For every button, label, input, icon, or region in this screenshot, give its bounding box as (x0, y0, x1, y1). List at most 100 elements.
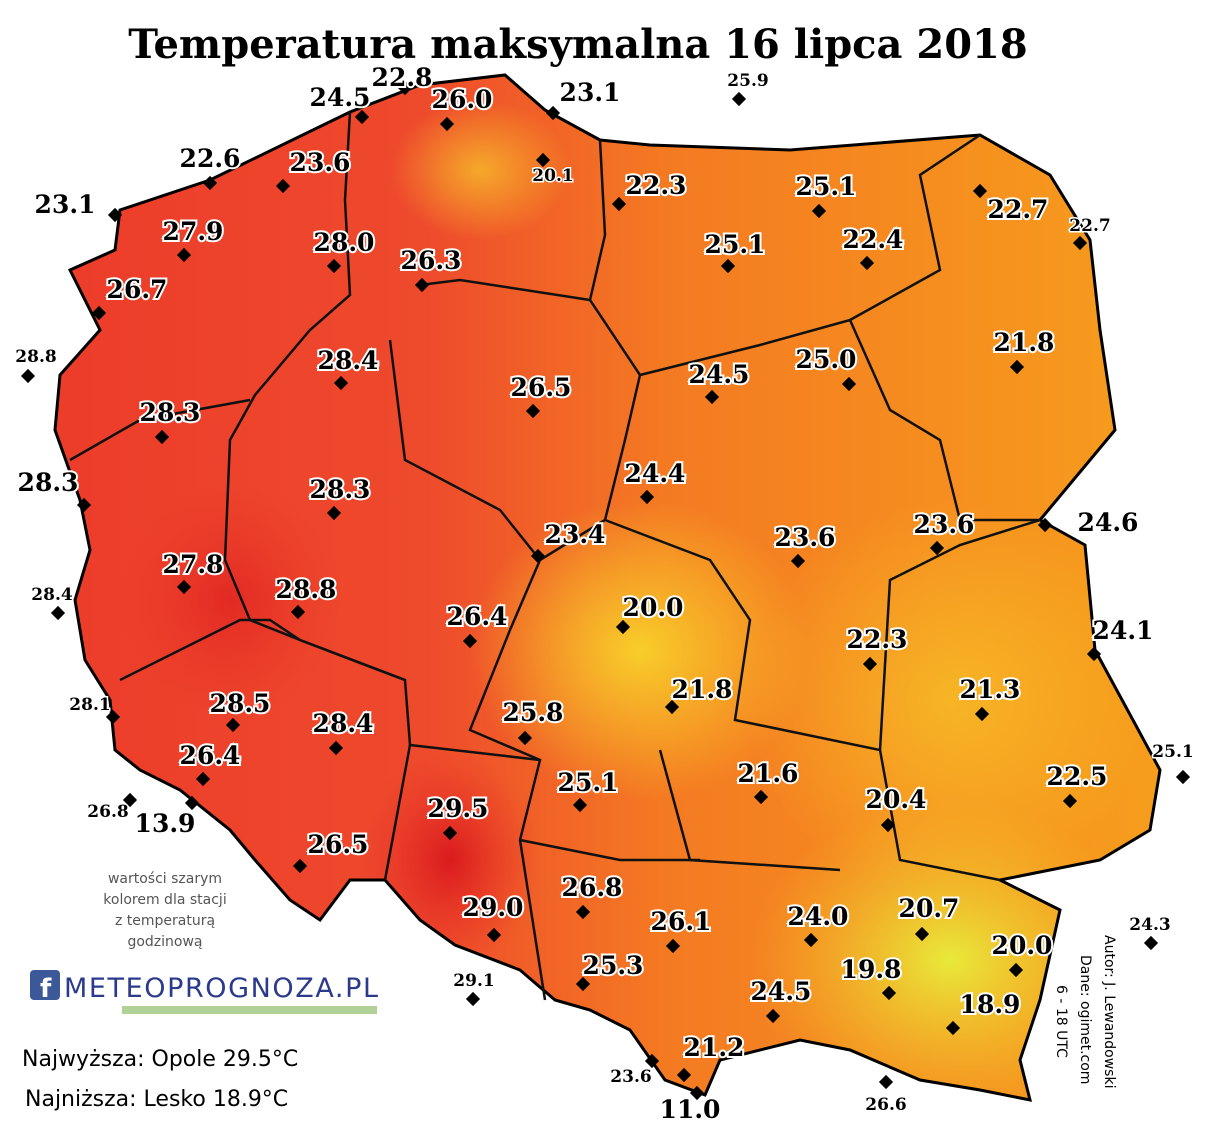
station-value: 28.4 (313, 709, 374, 738)
station-marker (354, 109, 370, 125)
station-value: 28.8 (15, 347, 56, 367)
station-marker (486, 927, 502, 943)
station-marker (76, 497, 92, 513)
logo: f METEOPROGNOZA.PL (30, 970, 378, 1014)
station-value: 22.5 (1047, 762, 1108, 791)
station-marker (862, 656, 878, 672)
station-value: 28.1 (69, 695, 110, 715)
station-value: 26.8 (562, 873, 623, 902)
station-marker (665, 938, 681, 954)
credit-line: Autor: J. Lewandowski (1101, 935, 1117, 1088)
note-line: wartości szarym (108, 871, 222, 887)
station-value: 25.1 (1152, 742, 1193, 762)
station-marker (154, 429, 170, 445)
note: wartości szarym kolorem dla stacji z tem… (103, 871, 226, 950)
station-value: 22.6 (180, 144, 241, 173)
note-line: kolorem dla stacji (103, 892, 226, 908)
station-marker (122, 792, 138, 808)
station-marker (704, 389, 720, 405)
station-value: 28.3 (18, 468, 79, 497)
station-marker (803, 932, 819, 948)
station-marker (1175, 769, 1191, 785)
station-value: 19.8 (841, 955, 902, 984)
station-marker (465, 991, 481, 1007)
station-value: 24.3 (1129, 915, 1170, 935)
station-value: 25.8 (503, 698, 564, 727)
station-marker (878, 1074, 894, 1090)
station-marker (202, 175, 218, 191)
station-marker (292, 858, 308, 874)
station-value: 28.4 (318, 346, 379, 375)
station-marker (676, 1067, 692, 1083)
station-value: 25.1 (558, 768, 619, 797)
station-value: 28.4 (31, 585, 73, 605)
min-temp: Najniższa: Lesko 18.9°C (25, 1087, 288, 1112)
station-value: 22.7 (988, 195, 1049, 224)
station-marker (765, 1008, 781, 1024)
station-value: 21.8 (994, 328, 1055, 357)
station-marker (881, 985, 897, 1001)
station-marker (105, 709, 121, 725)
station-value: 29.5 (428, 794, 489, 823)
stations: 24.522.826.0 23.1 25.922.6 23.623.120.1 22.3… (14, 61, 1195, 1126)
station-value: 23.6 (775, 523, 836, 552)
station-marker (720, 258, 736, 274)
station-value: 21.6 (738, 759, 799, 788)
station-marker (225, 717, 241, 733)
station-value: 26.3 (401, 246, 462, 275)
station-value: 24.5 (751, 977, 812, 1006)
station-value: 23.6 (290, 148, 351, 177)
credits: Autor: J. Lewandowski Dane: ogimet.com 6… (1053, 935, 1117, 1088)
station-value: 13.9 (135, 809, 196, 838)
station-value: 26.7 (107, 275, 168, 304)
facebook-icon (30, 970, 60, 1000)
station-marker (575, 904, 591, 920)
station-value: 26.0 (432, 85, 493, 114)
facebook-f: f (40, 974, 52, 1004)
station-value: 23.1 (35, 190, 96, 219)
station-value: 20.1 (532, 166, 573, 186)
station-marker (525, 403, 541, 419)
station-value: 26.4 (447, 602, 508, 631)
station-value: 27.9 (163, 217, 224, 246)
credit-line: 6 - 18 UTC (1053, 985, 1069, 1058)
station-marker (929, 540, 945, 556)
station-marker (790, 553, 806, 569)
station-marker (545, 105, 561, 121)
station-value: 20.4 (866, 785, 927, 814)
station-marker (397, 80, 413, 96)
station-marker (972, 183, 988, 199)
station-value: 20.0 (623, 593, 684, 622)
station-marker (1009, 359, 1025, 375)
station-marker (1086, 646, 1102, 662)
station-value: 23.6 (914, 510, 975, 539)
station-marker (841, 376, 857, 392)
station-marker (275, 178, 291, 194)
station-marker (615, 619, 631, 635)
station-value: 18.9 (960, 990, 1021, 1019)
station-value: 29.1 (453, 971, 494, 991)
station-marker (184, 795, 200, 811)
station-value: 22.4 (843, 225, 904, 254)
station-value: 27.8 (163, 550, 224, 579)
station-value: 24.5 (689, 360, 750, 389)
station-marker (535, 152, 551, 168)
station-marker (611, 196, 627, 212)
station-marker (1072, 235, 1088, 251)
station-value: 28.8 (276, 575, 337, 604)
station-value: 23.6 (610, 1067, 651, 1087)
station-value: 21.3 (960, 675, 1021, 704)
station-marker (439, 116, 455, 132)
station-value: 22.3 (847, 625, 908, 654)
station-marker (517, 730, 533, 746)
station-marker (326, 258, 342, 274)
station-marker (333, 375, 349, 391)
station-value: 25.1 (705, 230, 766, 259)
station-marker (974, 706, 990, 722)
station-marker (290, 604, 306, 620)
station-value: 25.1 (796, 172, 857, 201)
station-marker (176, 579, 192, 595)
station-marker (1143, 935, 1159, 951)
station-marker (664, 699, 680, 715)
